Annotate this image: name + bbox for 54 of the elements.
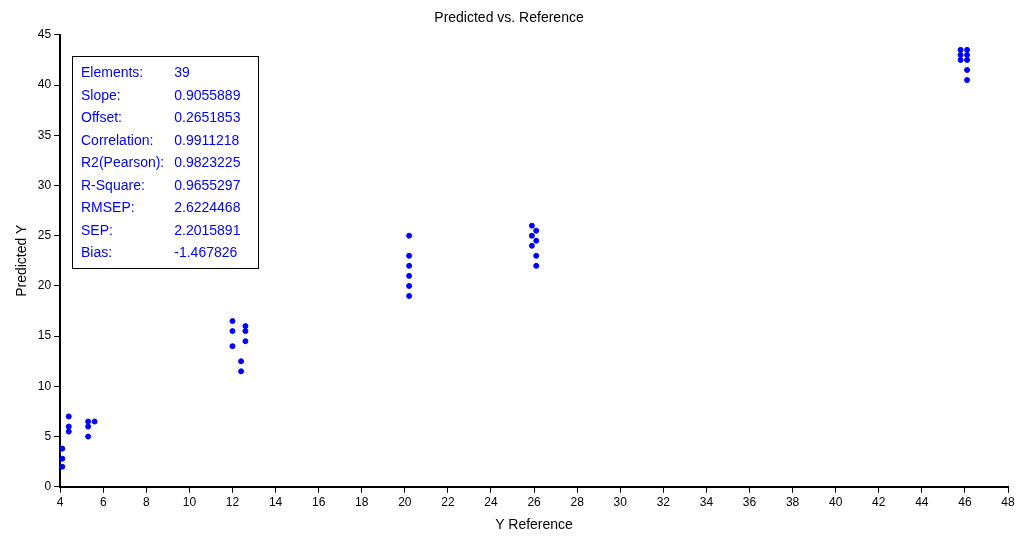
y-tick-label: 45 [37,27,52,42]
text: Bias: [81,244,113,260]
y-tick-label: 25 [37,228,52,242]
y-tick-label: 15 [37,328,52,343]
x-tick-label: 4 [56,495,64,510]
text: Correlation: [81,131,154,148]
text: Offset: [81,109,122,125]
text: 0.9055889 [174,86,241,103]
x-tick-label: 24 [484,495,498,510]
x-tick-label: 14 [268,495,283,510]
y-tick-label: 35 [37,127,52,142]
x-tick-label: 26 [527,495,542,510]
x-tick-label: 42 [872,495,886,510]
text: Slope: [81,86,121,103]
text: 0.9823225 [174,154,241,170]
x-tick-label: 18 [355,495,369,510]
x-tick-label: 6 [99,495,107,510]
x-tick-label: 40 [828,495,843,510]
x-tick-label: 8 [142,495,150,510]
text: 39 [174,64,190,80]
text: 2.6224468 [174,199,241,215]
text: Elements: [81,64,144,80]
x-tick-label: 10 [182,495,197,510]
x-tick-label: 44 [915,495,929,510]
x-tick-label: 34 [699,495,714,510]
text: R-Square: [81,176,145,193]
x-tick-label: 30 [613,495,628,510]
x-tick-label: 22 [441,495,455,510]
x-tick-label: 36 [742,495,757,510]
x-tick-label: 28 [570,495,585,510]
y-tick-label: 5 [44,428,52,443]
text: R2(Pearson): [81,154,165,170]
text: 0.9911218 [174,131,240,148]
x-tick-label: 12 [225,495,240,510]
x-tick-label: 48 [1001,495,1015,510]
y-tick-label: 20 [37,278,52,293]
y-axis-title: Predicted Y [13,224,30,297]
text: 0.9655297 [174,176,241,193]
text: -1.467826 [174,244,238,260]
y-tick-label: 40 [37,77,52,92]
x-tick-label: 38 [785,495,800,510]
y-tick-label: 0 [44,479,52,494]
text: SEP: [81,221,113,238]
text: RMSEP: [81,199,135,215]
x-axis-title: Y Reference [495,516,574,533]
x-tick-label: 46 [958,495,972,510]
y-tick-label: 30 [37,177,52,192]
x-tick-label: 20 [398,495,412,510]
x-tick-label: 32 [656,495,671,510]
chart-title: Predicted vs. Reference [434,9,584,26]
text: 2.2015891 [174,221,241,238]
y-tick-label: 10 [37,378,52,393]
x-tick-label: 16 [311,495,326,510]
text: 0.2651853 [174,109,241,125]
